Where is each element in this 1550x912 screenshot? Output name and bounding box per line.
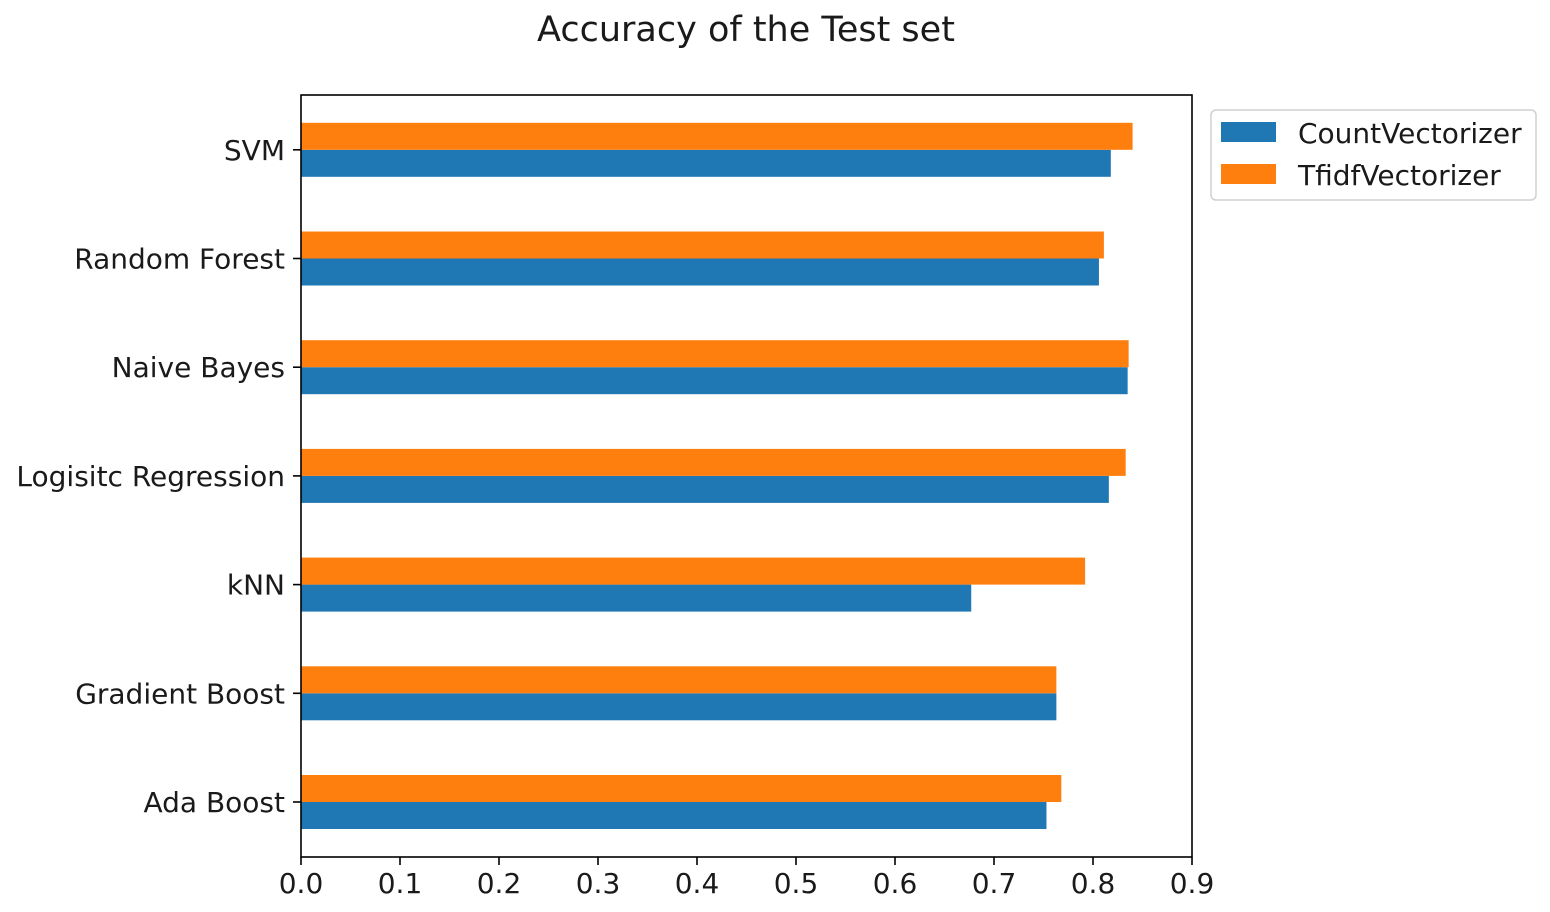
y-tick-label-gradient-boost: Gradient Boost	[75, 677, 285, 710]
bar-tfidfvectorizer-svm	[301, 122, 1133, 150]
legend: CountVectorizer TfidfVectorizer	[1210, 109, 1537, 201]
legend-label-tfidfvectorizer: TfidfVectorizer	[1297, 159, 1501, 192]
bar-countvectorizer-logisitc-regression	[301, 475, 1109, 503]
y-tick-label-naive-bayes: Naive Bayes	[112, 351, 285, 384]
chart-title: Accuracy of the Test set	[537, 10, 955, 50]
bar-countvectorizer-naive-bayes	[301, 367, 1128, 395]
x-tick-label-0-2: 0.2	[477, 867, 522, 900]
x-tick-label-0-1: 0.1	[378, 867, 423, 900]
y-tick-label-logisitc-regression: Logisitc Regression	[16, 460, 285, 493]
bar-countvectorizer-ada-boost	[301, 802, 1047, 829]
x-tick-label-0-7: 0.7	[972, 867, 1017, 900]
bar-countvectorizer-knn	[301, 584, 972, 612]
x-tick-label-0-9: 0.9	[1170, 867, 1215, 900]
x-axis: 0.0 0.1 0.2 0.3 0.4 0.5 0.6 0.7 0.8 0.9	[279, 857, 1215, 900]
x-tick-label-0-5: 0.5	[774, 867, 819, 900]
y-tick-label-ada-boost: Ada Boost	[143, 786, 285, 819]
y-tick-label-svm: SVM	[224, 134, 285, 167]
x-tick-label-0-4: 0.4	[675, 867, 720, 900]
bar-tfidfvectorizer-knn	[301, 557, 1086, 585]
bar-countvectorizer-random-forest	[301, 258, 1099, 286]
x-tick-label-0-8: 0.8	[1071, 867, 1116, 900]
y-tick-label-random-forest: Random Forest	[74, 243, 285, 276]
x-tick-label-0-0: 0.0	[279, 867, 324, 900]
bar-tfidfvectorizer-gradient-boost	[301, 666, 1057, 694]
x-tick-label-0-6: 0.6	[873, 867, 918, 900]
y-axis: Ada Boost Gradient Boost kNN Logisitc Regre…	[16, 134, 301, 819]
bar-tfidfvectorizer-logisitc-regression	[301, 448, 1126, 476]
legend-swatch-countvectorizer	[1221, 122, 1276, 142]
legend-swatch-tfidfvectorizer	[1221, 164, 1276, 184]
y-tick-label-knn: kNN	[227, 569, 285, 602]
bar-countvectorizer-gradient-boost	[301, 693, 1057, 721]
bar-tfidfvectorizer-ada-boost	[301, 775, 1062, 802]
x-tick-label-0-3: 0.3	[576, 867, 621, 900]
bars-group	[301, 122, 1133, 829]
legend-frame	[1210, 109, 1537, 201]
legend-label-countvectorizer: CountVectorizer	[1298, 117, 1522, 150]
bar-countvectorizer-svm	[301, 149, 1111, 177]
bar-tfidfvectorizer-random-forest	[301, 231, 1104, 259]
bar-tfidfvectorizer-naive-bayes	[301, 340, 1129, 368]
